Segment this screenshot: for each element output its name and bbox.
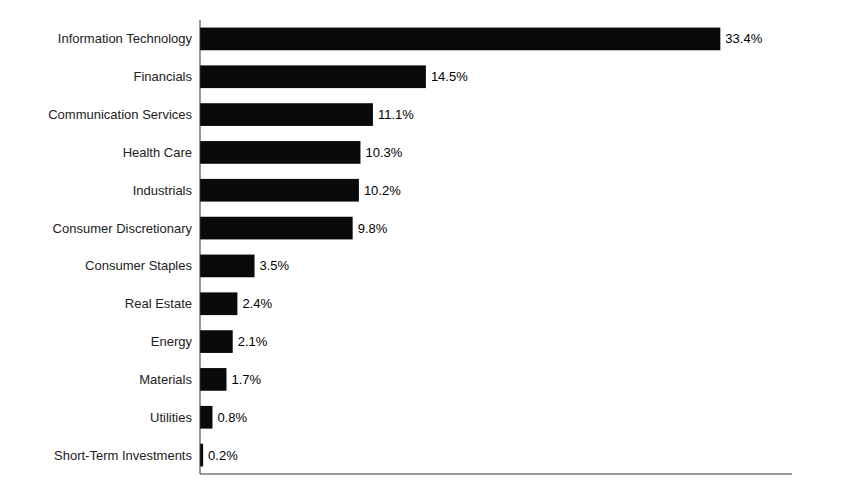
- y-tick-label: Consumer Staples: [85, 258, 192, 273]
- chart-container: Short-Term Investments Utilities Materials…: [0, 0, 852, 504]
- bar: [200, 179, 359, 202]
- data-label: 11.1%: [378, 107, 414, 122]
- chart-svg: Short-Term Investments Utilities Materials…: [0, 0, 852, 504]
- data-label: 2.4%: [242, 296, 272, 311]
- y-axis-line: [200, 20, 201, 474]
- bar: [200, 28, 720, 51]
- data-label: 0.8%: [217, 410, 247, 425]
- bar: [200, 368, 226, 391]
- y-tick-label: Short-Term Investments: [54, 448, 192, 463]
- data-label: 3.5%: [260, 258, 290, 273]
- y-tick-label: Health Care: [123, 145, 192, 160]
- data-label: 10.3%: [365, 145, 402, 160]
- x-axis-line: [200, 474, 792, 475]
- y-tick-label: Utilities: [150, 410, 192, 425]
- data-label: 9.8%: [358, 221, 388, 236]
- data-label: 1.7%: [231, 372, 261, 387]
- bar: [200, 65, 426, 88]
- bar: [200, 330, 233, 353]
- bar: [200, 255, 255, 278]
- data-label: 0.2%: [208, 448, 238, 463]
- y-tick-labels: Short-Term Investments Utilities Materials…: [48, 31, 192, 462]
- y-tick-label: Industrials: [133, 183, 193, 198]
- data-label: 10.2%: [364, 183, 401, 198]
- data-labels: 0.2% 0.8% 1.7% 2.1% 2.4% 3.5% 9.8% 10.2% 10.3% 11…: [208, 31, 763, 462]
- bar: [200, 103, 373, 126]
- data-label: 33.4%: [725, 31, 762, 46]
- y-tick-label: Energy: [151, 334, 193, 349]
- y-tick-label: Materials: [139, 372, 192, 387]
- bars: [200, 28, 720, 467]
- bar: [200, 292, 237, 315]
- y-tick-label: Communication Services: [48, 107, 192, 122]
- y-tick-label: Financials: [133, 69, 192, 84]
- bar: [200, 406, 212, 429]
- y-tick-label: Consumer Discretionary: [53, 221, 193, 236]
- y-tick-label: Information Technology: [58, 31, 193, 46]
- bar: [200, 217, 353, 240]
- y-tick-label: Real Estate: [125, 296, 192, 311]
- data-label: 14.5%: [431, 69, 468, 84]
- data-label: 2.1%: [238, 334, 268, 349]
- bar: [200, 141, 360, 164]
